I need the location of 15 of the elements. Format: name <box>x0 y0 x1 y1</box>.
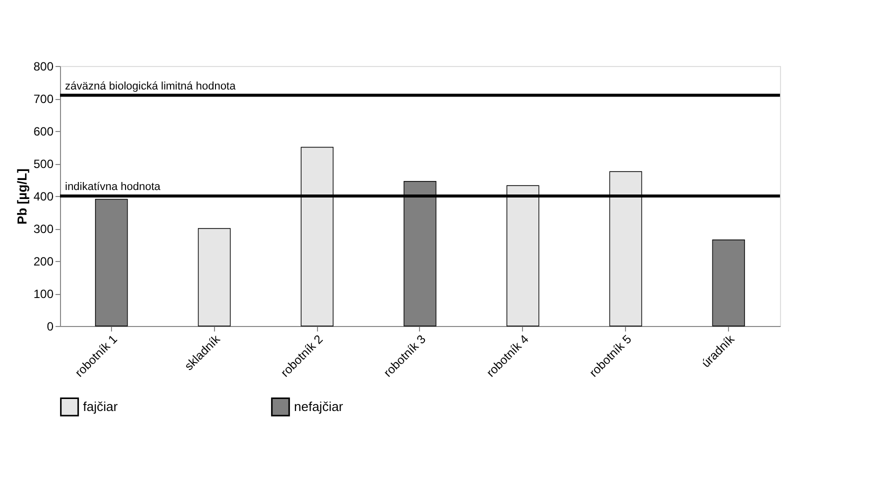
bar <box>198 228 231 326</box>
legend-label: fajčiar <box>83 398 118 414</box>
y-axis-title: Pb [µg/L] <box>14 168 30 224</box>
y-tick-label: 0 <box>46 320 54 334</box>
y-tick-label: 700 <box>33 92 54 106</box>
y-tick-label: 300 <box>33 222 54 236</box>
ref-line-label: záväzná biologická limitná hodnota <box>65 80 236 92</box>
y-tick-label: 500 <box>33 157 54 171</box>
ref-line-label: indikatívna hodnota <box>65 181 162 193</box>
y-tick-label: 400 <box>33 190 54 204</box>
y-tick-label: 100 <box>33 287 54 301</box>
y-tick-label: 200 <box>33 254 54 268</box>
legend-label: nefajčiar <box>294 398 344 414</box>
y-tick-label: 600 <box>33 124 54 138</box>
y-tick-label: 800 <box>33 60 54 74</box>
